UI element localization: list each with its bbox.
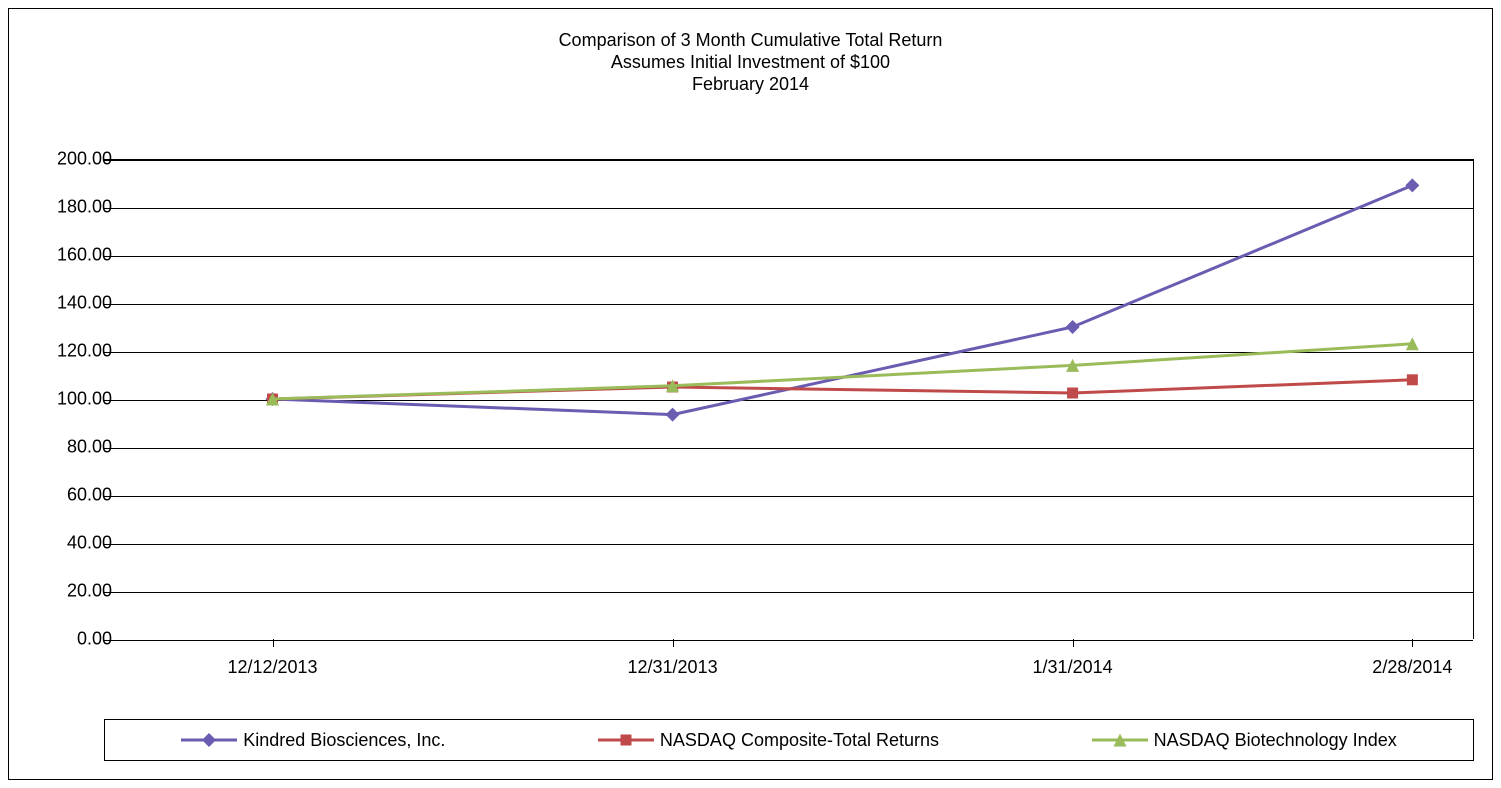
legend-item: NASDAQ Biotechnology Index <box>1092 730 1397 751</box>
y-axis-label: 100.00 <box>32 389 112 410</box>
x-tick <box>1412 639 1413 647</box>
y-axis-label: 40.00 <box>32 533 112 554</box>
legend-item: NASDAQ Composite-Total Returns <box>598 730 939 751</box>
series-line <box>273 380 1413 399</box>
title-line-1: Comparison of 3 Month Cumulative Total R… <box>9 29 1492 51</box>
chart-container: Comparison of 3 Month Cumulative Total R… <box>8 8 1493 780</box>
title-line-2: Assumes Initial Investment of $100 <box>9 51 1492 73</box>
y-axis-label: 80.00 <box>32 437 112 458</box>
legend-label: NASDAQ Biotechnology Index <box>1154 730 1397 751</box>
x-axis-label: 12/12/2013 <box>227 657 317 678</box>
y-axis-label: 160.00 <box>32 245 112 266</box>
y-axis-label: 180.00 <box>32 197 112 218</box>
series-marker <box>1407 374 1418 385</box>
legend-swatch <box>598 730 654 750</box>
x-axis-label: 1/31/2014 <box>1033 657 1113 678</box>
y-axis-label: 60.00 <box>32 485 112 506</box>
legend-swatch <box>1092 730 1148 750</box>
y-axis-label: 0.00 <box>32 629 112 650</box>
y-axis-label: 120.00 <box>32 341 112 362</box>
x-tick <box>273 639 274 647</box>
legend-label: NASDAQ Composite-Total Returns <box>660 730 939 751</box>
x-tick <box>1073 639 1074 647</box>
x-axis-label: 2/28/2014 <box>1372 657 1452 678</box>
x-tick <box>673 639 674 647</box>
series-marker <box>1405 178 1419 192</box>
legend-item: Kindred Biosciences, Inc. <box>181 730 445 751</box>
y-axis-label: 200.00 <box>32 149 112 170</box>
series-marker <box>1067 388 1078 399</box>
y-axis-label: 140.00 <box>32 293 112 314</box>
gridline <box>104 640 1473 641</box>
legend: Kindred Biosciences, Inc. NASDAQ Composit… <box>104 719 1474 761</box>
series-line <box>273 185 1413 414</box>
legend-swatch <box>181 730 237 750</box>
y-axis-label: 20.00 <box>32 581 112 602</box>
legend-label: Kindred Biosciences, Inc. <box>243 730 445 751</box>
series-marker <box>666 408 680 422</box>
x-axis-label: 12/31/2013 <box>628 657 718 678</box>
series-marker <box>1066 320 1080 334</box>
chart-series <box>104 159 1474 639</box>
chart-title: Comparison of 3 Month Cumulative Total R… <box>9 29 1492 95</box>
title-line-3: February 2014 <box>9 73 1492 95</box>
